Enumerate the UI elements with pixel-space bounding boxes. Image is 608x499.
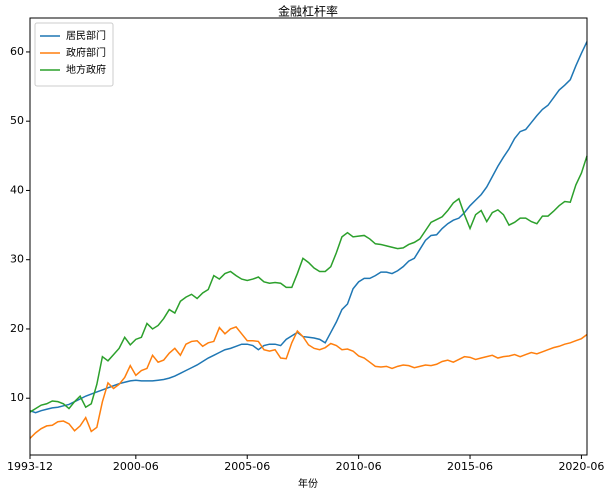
x-tick-label: 2020-06 (558, 460, 604, 473)
x-axis-label: 年份 (298, 477, 318, 490)
x-tick-label: 2015-06 (447, 460, 493, 473)
y-tick-label: 40 (10, 183, 24, 196)
series-line (29, 155, 588, 413)
x-tick-label: 2010-06 (336, 460, 382, 473)
series-line (29, 325, 588, 439)
legend-label: 居民部门 (66, 29, 106, 42)
plot-frame (29, 17, 588, 456)
y-tick-label: 10 (10, 391, 24, 404)
x-tick-label: 2005-06 (224, 460, 270, 473)
y-tick-label: 60 (10, 45, 24, 58)
y-tick-label: 50 (10, 114, 24, 127)
x-tick-label: 2000-06 (113, 460, 159, 473)
x-tick-label: 1993-12 (7, 460, 53, 473)
y-tick-label: 20 (10, 322, 24, 335)
legend-label: 政府部门 (66, 46, 106, 59)
series-line (29, 41, 588, 414)
chart-title: 金融杠杆率 (278, 4, 338, 19)
legend-label: 地方政府 (66, 63, 106, 76)
y-tick-label: 30 (10, 253, 24, 266)
